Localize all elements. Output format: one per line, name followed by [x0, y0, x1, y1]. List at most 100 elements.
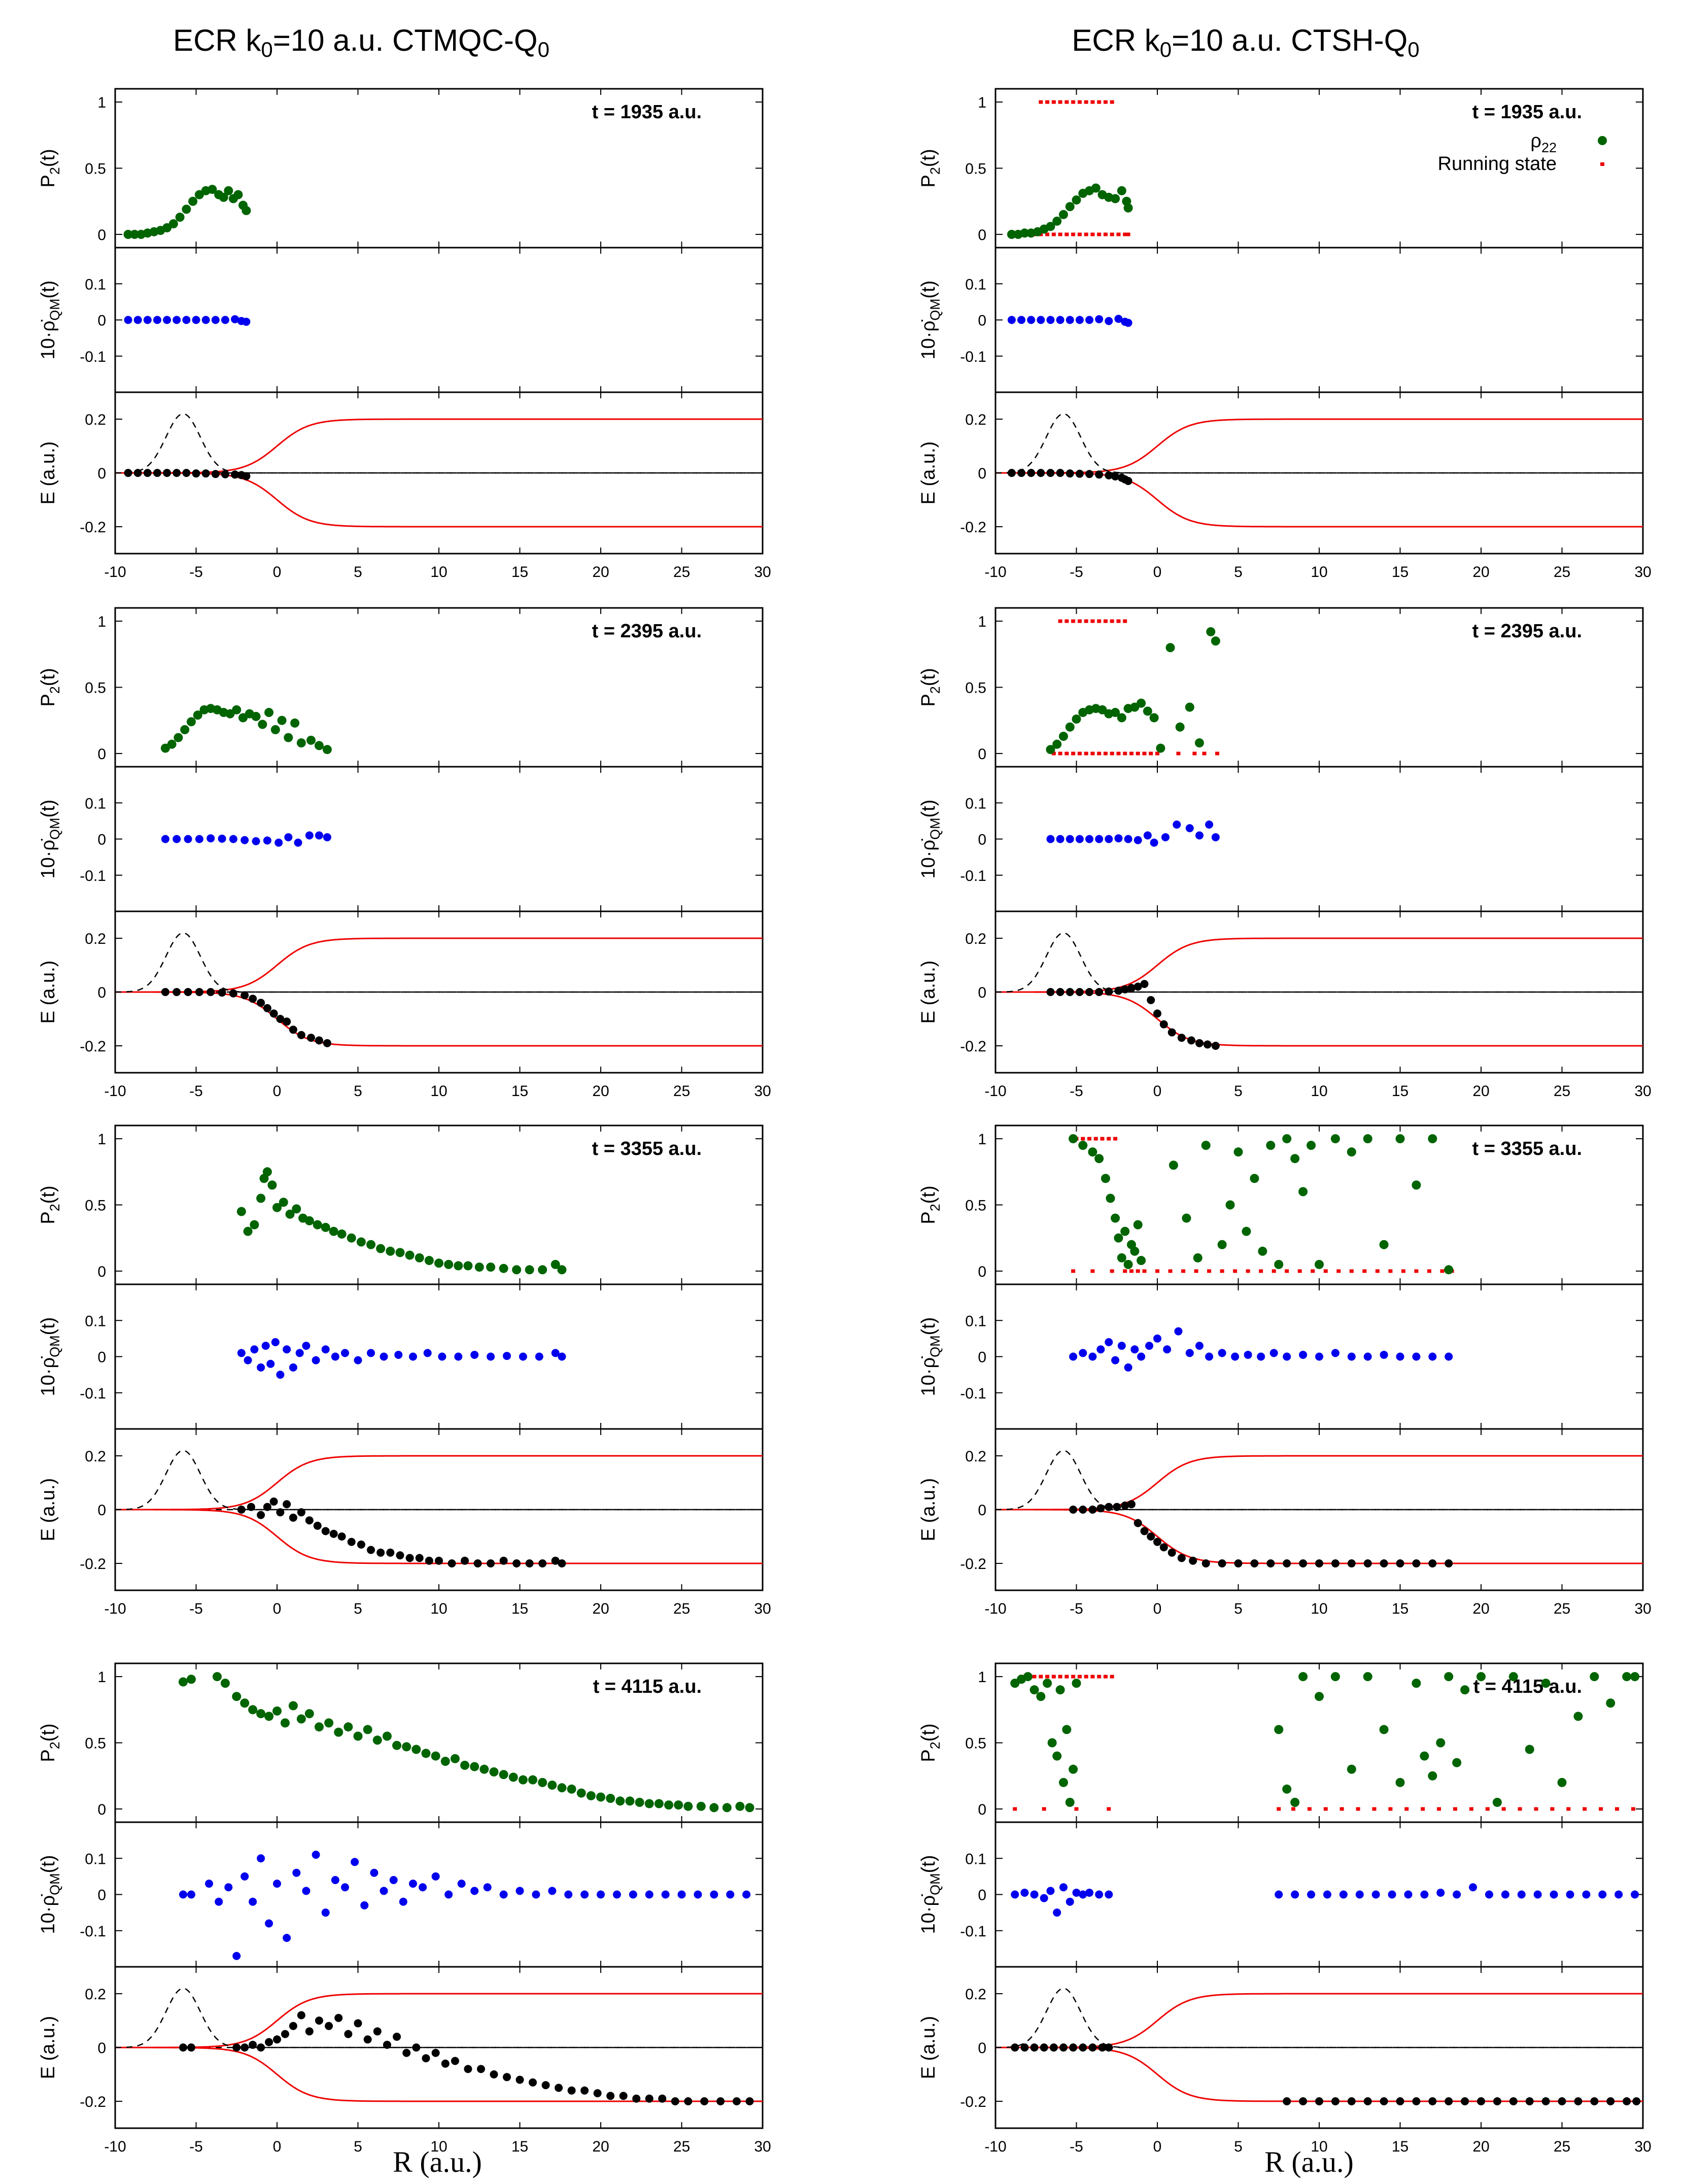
energy-point: [658, 2094, 667, 2103]
energy-point: [269, 1009, 278, 1018]
energy-point: [1113, 1503, 1121, 1511]
rho22-point: [440, 1757, 450, 1766]
adiabatic-upper-curve: [995, 1993, 1643, 2049]
y-tick-label: 0: [978, 746, 986, 763]
energy-point: [376, 1548, 385, 1557]
rho22-point: [296, 738, 306, 748]
rho22-point: [180, 725, 190, 734]
qm-point: [1020, 1888, 1029, 1897]
energy-point: [367, 1546, 375, 1554]
time-label: t = 1935 a.u.: [592, 101, 702, 123]
rho22-point: [313, 1220, 322, 1230]
rho22-point: [525, 1265, 534, 1275]
y-tick-label: -0.1: [80, 1923, 106, 1940]
qm-point: [742, 1890, 751, 1899]
rho22-point: [174, 733, 183, 742]
running-state-point: [1087, 1137, 1092, 1141]
running-state-point: [1339, 1807, 1344, 1811]
rho22-point: [1182, 1213, 1191, 1223]
qm-point: [499, 1890, 508, 1899]
qm-point: [564, 1890, 573, 1899]
rho22-point: [277, 715, 287, 725]
adiabatic-lower-curve: [995, 472, 1643, 528]
qm-point: [519, 1352, 527, 1361]
running-state-point: [1071, 100, 1076, 104]
energy-point: [499, 1556, 508, 1565]
x-tick-label: -10: [104, 2138, 126, 2155]
y-tick-label: 1: [97, 1669, 106, 1686]
rho22-point: [596, 1792, 605, 1802]
y-tick-label: 0: [978, 1502, 986, 1519]
running-state-point: [1123, 619, 1127, 623]
qm-point: [1269, 1349, 1278, 1357]
running-state-point: [1071, 619, 1076, 623]
rho22-point: [1101, 1174, 1110, 1183]
rho22-point: [1315, 1259, 1324, 1269]
energy-point: [732, 2097, 741, 2105]
rho22-point: [415, 1253, 424, 1262]
running-state-point: [1058, 1675, 1062, 1679]
x-tick-label: 20: [592, 1600, 609, 1617]
subplot-q: -0.1 0 0.1 10·ρ̇QM(t): [918, 1821, 1644, 1968]
energy-point: [1075, 988, 1084, 996]
y-tick-label: -0.2: [960, 519, 986, 536]
energy-point: [315, 1036, 323, 1045]
rho22-point: [508, 1772, 518, 1782]
x-tick-label: -5: [1070, 564, 1083, 581]
x-tick-label: -10: [104, 1600, 126, 1617]
rho22-point: [188, 196, 198, 206]
rho22-point: [1111, 194, 1120, 203]
running-state-point: [1116, 752, 1121, 756]
rho22-point: [314, 1722, 324, 1732]
energy-point: [1095, 470, 1104, 479]
running-state-point: [1045, 100, 1050, 104]
rho22-point: [474, 1262, 484, 1272]
running-state-point: [1110, 100, 1114, 104]
running-state-point: [1388, 1807, 1393, 1811]
y-axis-label: 10·ρ̇QM(t): [918, 800, 943, 879]
subplot-q: -0.1 0 0.1 10·ρ̇QM(t): [38, 766, 764, 912]
rho22-point: [402, 1742, 411, 1752]
energy-point: [396, 1551, 404, 1560]
rho22-point: [1452, 1758, 1462, 1767]
rho22-point: [1165, 643, 1175, 653]
rho22-point: [547, 1780, 557, 1790]
rho22-point: [1557, 1778, 1567, 1787]
qm-point: [1079, 1890, 1087, 1899]
qm-point: [1145, 1342, 1154, 1350]
rho22-point: [411, 1745, 421, 1754]
running-state-point: [1051, 1675, 1056, 1679]
rho22-point: [376, 1244, 386, 1253]
rho22-point: [1023, 1672, 1033, 1682]
running-state-point: [1375, 1269, 1380, 1273]
qm-point: [257, 1854, 265, 1863]
energy-point: [1234, 1559, 1243, 1567]
energy-point: [1085, 470, 1094, 479]
y-axis-label: E (a.u.): [38, 441, 59, 505]
energy-point: [231, 470, 239, 479]
x-tick-label: 0: [273, 1083, 282, 1100]
wavepacket-curve: [995, 413, 1643, 474]
subplot-q: -0.1 0 0.1 10·ρ̇QM(t): [38, 1283, 764, 1430]
qm-point: [370, 1868, 379, 1877]
y-axis-label: P2(t): [918, 1723, 943, 1762]
rho22-point: [1078, 1141, 1088, 1150]
y-tick-label: 0.5: [85, 680, 106, 697]
energy-point: [1177, 1554, 1186, 1562]
running-state-point: [1155, 1269, 1159, 1273]
energy-point: [305, 2027, 314, 2036]
energy-point: [207, 988, 215, 996]
rho22-point: [1541, 1679, 1551, 1688]
qm-point: [224, 1883, 233, 1892]
time-label: t = 2395 a.u.: [592, 621, 702, 642]
qm-point: [1096, 1345, 1105, 1354]
rho22-point: [1133, 1220, 1143, 1230]
running-state-point: [1103, 232, 1108, 236]
qm-point: [284, 833, 293, 841]
subplot-p: 0 0.5 1 P2(t) t = 2395 a.u.: [918, 607, 1644, 768]
rho22-point: [1065, 1797, 1075, 1807]
rho22-point: [1137, 1256, 1146, 1266]
rho22-point: [460, 1760, 470, 1770]
x-tick-label: 15: [511, 1083, 528, 1100]
qm-point: [1066, 835, 1074, 843]
